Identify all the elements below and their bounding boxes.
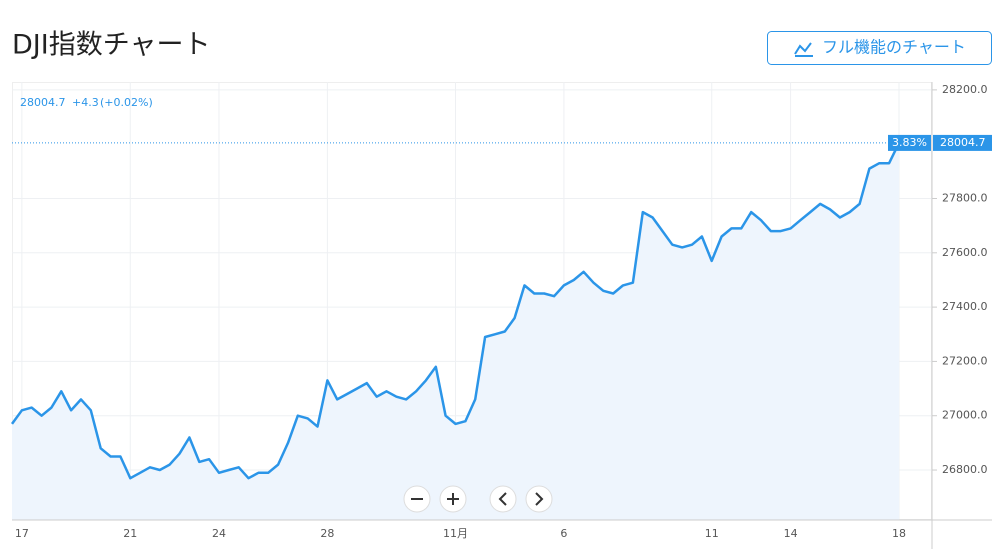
page-title: DJI指数チャート [12,30,210,61]
area-fill [12,142,899,520]
last-price-label: 28004.7 [940,136,986,149]
y-tick-label: 27200.0 [942,354,988,367]
change-percent: (+0.02%) [100,96,153,109]
y-tick-label: 28200.0 [942,83,988,96]
y-tick-label: 27800.0 [942,191,988,204]
scroll-right[interactable] [525,485,553,513]
period-change-label: 3.83% [892,136,927,149]
price-line [10,142,901,480]
last-price-badge [933,134,992,151]
change: +4.3 [72,96,99,109]
right-icon [535,492,544,506]
x-tick-label: 14 [784,527,798,540]
x-tick-label: 28 [320,527,334,540]
x-tick-label: 6 [560,527,567,540]
y-tick-label: 27400.0 [942,300,988,313]
y-tick-label: 27000.0 [942,409,988,422]
scroll-left[interactable] [489,485,517,513]
button-label[interactable]: フル機能のチャート [822,38,966,57]
x-tick-label: 18 [892,527,906,540]
y-tick-label: 27600.0 [942,246,988,259]
period-change-badge [888,134,931,151]
chart-icon [794,42,813,57]
zoom-controls [403,485,553,513]
last-value: 28004.7 [20,96,66,109]
left-icon [498,492,507,506]
y-tick-label: 26800.0 [942,463,988,476]
x-tick-label: 11 [705,527,719,540]
x-tick-label: 11月 [443,527,468,540]
full-chart-button[interactable]: フル機能のチャート [767,31,992,65]
x-tick-label: 24 [212,527,226,540]
x-tick-label: 17 [15,527,29,540]
plus-icon [447,493,459,505]
x-tick-label: 21 [123,527,137,540]
